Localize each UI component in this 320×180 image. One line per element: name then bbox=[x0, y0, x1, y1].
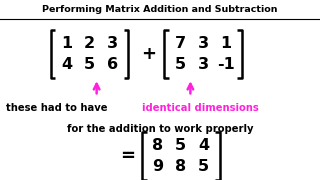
Text: for the addition to work properly: for the addition to work properly bbox=[67, 124, 253, 134]
Text: 1: 1 bbox=[61, 36, 72, 51]
Text: 1: 1 bbox=[221, 36, 232, 51]
Text: 4: 4 bbox=[198, 138, 209, 153]
Text: these had to have: these had to have bbox=[6, 103, 111, 113]
Text: +: + bbox=[141, 45, 156, 63]
Text: identical dimensions: identical dimensions bbox=[142, 103, 259, 113]
Text: 5: 5 bbox=[84, 57, 95, 72]
Text: 8: 8 bbox=[175, 159, 186, 174]
Text: 3: 3 bbox=[198, 36, 209, 51]
Text: 5: 5 bbox=[198, 159, 209, 174]
Text: 2: 2 bbox=[84, 36, 95, 51]
Text: 3: 3 bbox=[107, 36, 118, 51]
Text: 6: 6 bbox=[107, 57, 118, 72]
Text: Performing Matrix Addition and Subtraction: Performing Matrix Addition and Subtracti… bbox=[42, 4, 278, 14]
Text: 5: 5 bbox=[175, 138, 186, 153]
Text: 9: 9 bbox=[152, 159, 163, 174]
Text: 5: 5 bbox=[175, 57, 186, 72]
Text: -1: -1 bbox=[217, 57, 235, 72]
Text: 7: 7 bbox=[175, 36, 186, 51]
Text: 8: 8 bbox=[152, 138, 163, 153]
Text: =: = bbox=[121, 147, 135, 165]
Text: 4: 4 bbox=[61, 57, 72, 72]
Text: 3: 3 bbox=[198, 57, 209, 72]
